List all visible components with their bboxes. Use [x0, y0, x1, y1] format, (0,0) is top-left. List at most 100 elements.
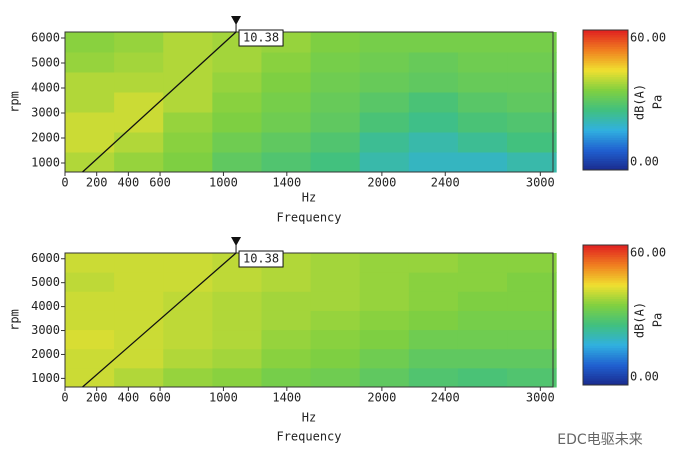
colorbar-strip [583, 329, 628, 332]
heat-cell [457, 272, 508, 292]
x-tick-label: 0 [61, 176, 68, 190]
colorbar-strip [583, 322, 628, 325]
heat-cell [114, 253, 164, 273]
colorbar-strip [583, 359, 628, 363]
heat-cell [163, 152, 213, 173]
x-tick-label: 2400 [431, 391, 460, 405]
x-tick-label: 2000 [367, 176, 396, 190]
heat-cell [507, 152, 557, 173]
heat-cell [310, 52, 361, 73]
x-tick-label: 3000 [526, 391, 555, 405]
colorbar-strip [583, 254, 628, 258]
heat-cell [457, 92, 508, 113]
heat-cell [408, 272, 459, 292]
heat-cell [457, 348, 508, 369]
colorbar-strip [583, 354, 628, 358]
colorbar-strip [583, 34, 628, 38]
heat-cell [507, 32, 557, 53]
heat-cell [507, 52, 557, 73]
heat-cell [114, 72, 164, 93]
heat-cell [114, 52, 164, 73]
colorbar-strip [583, 368, 628, 372]
heat-cell [212, 367, 262, 388]
heat-cell [457, 132, 508, 153]
colorbar-strip [583, 32, 628, 36]
heat-cell [310, 272, 361, 292]
watermark: EDC电驱未来 [557, 432, 642, 448]
colorbar-strip [583, 62, 628, 66]
heat-cell [163, 132, 213, 153]
heat-cell [408, 253, 459, 273]
colorbar-strip [583, 352, 628, 356]
y-tick-label: 3000 [31, 106, 60, 120]
heat-cell [507, 253, 557, 273]
colorbar-strip [583, 364, 628, 367]
heat-cell [408, 132, 459, 153]
colorbar-strip [583, 107, 628, 110]
heat-cell [507, 329, 557, 350]
heat-cell [359, 132, 410, 153]
heat-cell [310, 329, 361, 350]
colorbar-strip [583, 114, 628, 117]
heat-cell [507, 132, 557, 153]
colorbar-strip [583, 245, 628, 248]
colorbar-strip [583, 60, 628, 64]
x-tick-label: 200 [86, 176, 108, 190]
y-tick-label: 1000 [31, 156, 60, 170]
colorbar-strip [583, 158, 628, 162]
colorbar-strip [583, 305, 628, 309]
colorbar-strip [583, 273, 628, 276]
colorbar-tick-label: 0.00 [630, 155, 659, 169]
order-label-box [238, 250, 284, 268]
heat-cell [457, 253, 508, 273]
colorbar-strip [583, 95, 628, 99]
y-tick-label: 5000 [31, 275, 60, 289]
y-tick-label: 2000 [31, 347, 60, 361]
heat-cell [114, 152, 164, 173]
heat-cell [114, 348, 164, 369]
x-tick-label: 600 [149, 176, 171, 190]
heat-cell [457, 152, 508, 173]
heat-cell [261, 348, 312, 369]
heat-cell [507, 348, 557, 369]
colorbar-strip [583, 76, 628, 80]
heat-cell [65, 92, 115, 113]
colorbar-strip [583, 53, 628, 57]
colorbar-strip [583, 142, 628, 145]
heat-cell [457, 367, 508, 388]
colorbar-strip [583, 55, 628, 59]
heat-cell [408, 72, 459, 93]
heat-cell [65, 32, 115, 53]
x-tick-label: 600 [149, 391, 171, 405]
colorbar-strip [583, 88, 628, 92]
heat-cell [261, 72, 312, 93]
heat-cell [359, 112, 410, 133]
colorbar-strip [583, 366, 628, 370]
y-tick-label: 2000 [31, 131, 60, 145]
colorbar-strip [583, 375, 628, 379]
heat-cell [261, 367, 312, 388]
heat-cell [261, 112, 312, 133]
heat-cell [212, 112, 262, 133]
colorbar-strip [583, 252, 628, 255]
heat-cell [310, 348, 361, 369]
heat-cell [359, 253, 410, 273]
x-tick-label: 1000 [209, 391, 238, 405]
colorbar-strip [583, 167, 628, 171]
colorbar-strip [583, 291, 628, 295]
colorbar-strip [583, 65, 628, 68]
heat-cell [310, 253, 361, 273]
colorbar-strip [583, 97, 628, 101]
colorbar-strip [583, 287, 628, 290]
plot-frame [64, 252, 554, 388]
colorbar-strip [583, 37, 628, 40]
colorbar-strip [583, 308, 628, 311]
colorbar-strip [583, 83, 628, 87]
colorbar-strip [583, 270, 628, 274]
colorbar-strip [583, 289, 628, 293]
colorbar-tick-label: 60.00 [630, 31, 666, 45]
heat-cell [163, 32, 213, 53]
x-tick-label: 2000 [367, 391, 396, 405]
heat-cell [163, 329, 213, 350]
colorbar-strip [583, 249, 628, 253]
